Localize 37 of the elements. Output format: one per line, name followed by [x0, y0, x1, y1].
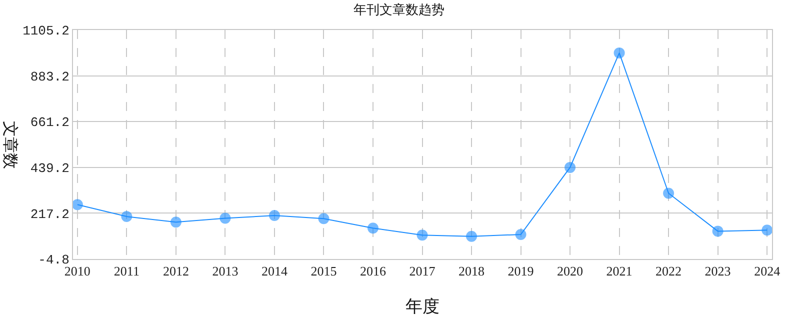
point	[614, 47, 625, 58]
point	[466, 230, 478, 242]
x-tick-label: 2015	[310, 264, 337, 279]
chart-title: 年刊文章数趋势	[354, 2, 444, 18]
x-tick-label: 2012	[162, 264, 189, 279]
x-tick-label: 2013	[212, 264, 238, 279]
x-tick-label: 2021	[606, 264, 632, 279]
y-tick-label: 661.2	[30, 115, 70, 130]
x-tick-label: 2024	[754, 264, 781, 279]
point	[515, 228, 526, 240]
point	[663, 188, 674, 199]
point	[318, 213, 330, 224]
point	[564, 162, 576, 173]
x-tick-label: 2023	[704, 264, 731, 279]
x-tick-label: 2011	[114, 264, 140, 279]
x-tick-label: 2017	[409, 264, 436, 279]
y-axis-title: 文章数	[1, 120, 20, 169]
x-tick-label: 2022	[656, 264, 682, 279]
point	[268, 210, 280, 222]
y-tick-label: 439.2	[30, 160, 70, 176]
x-tick-label: 2016	[360, 264, 386, 279]
point	[220, 212, 231, 224]
x-axis-title: 年度	[406, 297, 440, 316]
point	[762, 224, 772, 236]
point	[121, 211, 132, 222]
point	[712, 226, 724, 237]
point	[73, 199, 83, 210]
x-tick-label: 2019	[508, 264, 534, 279]
point	[367, 222, 378, 234]
point	[416, 230, 428, 241]
x-tick-label: 2018	[458, 264, 485, 279]
point	[170, 216, 182, 228]
y-tick-label: 217.2	[30, 206, 70, 222]
x-tick-label: 2014	[261, 264, 288, 279]
y-tick-label: 883.2	[30, 69, 70, 84]
x-tick-label: 2020	[557, 264, 584, 279]
y-tick-label: 1105.2	[22, 24, 70, 39]
